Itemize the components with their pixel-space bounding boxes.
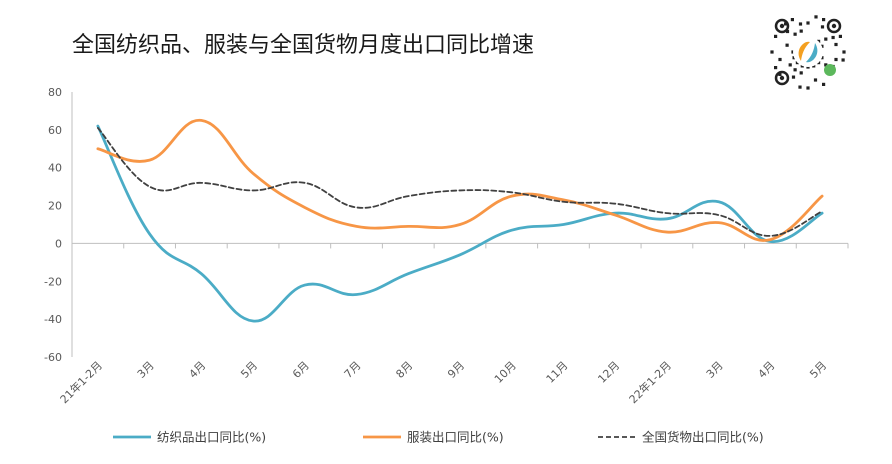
qr-dot [770, 50, 774, 54]
axes [71, 92, 848, 357]
qr-dot [791, 75, 796, 79]
qr-dot [778, 72, 782, 76]
y-tick-label: 40 [48, 162, 62, 175]
qr-dot [792, 56, 796, 60]
qr-dot [820, 25, 825, 29]
qr-finder-dot [779, 23, 785, 29]
x-tick-label: 6月 [290, 359, 312, 381]
qr-dot [793, 68, 797, 72]
qr-finder [774, 70, 790, 86]
qr-dot [793, 32, 797, 36]
qr-dot [824, 37, 828, 41]
chart-title: 全国纺织品、服装与全国货物月度出口同比增速 [72, 33, 534, 58]
y-tick-label: -20 [44, 275, 62, 288]
qr-dot [824, 63, 828, 67]
qr-dot [841, 58, 845, 62]
x-tick-label: 11月 [544, 359, 571, 386]
series-group [96, 118, 824, 323]
x-tick-label: 8月 [393, 359, 415, 381]
x-tick-label: 10月 [492, 359, 519, 386]
qr-dot [834, 57, 838, 62]
qr-finder [774, 18, 790, 34]
y-tick-label: -40 [44, 313, 62, 326]
qr-badge [824, 64, 836, 76]
x-tick-label: 4月 [756, 359, 778, 381]
y-tick-label: 60 [48, 124, 62, 137]
qr-dot [820, 44, 824, 48]
x-tick-label: 5月 [807, 359, 829, 381]
textile-export-line [96, 124, 824, 323]
legend-label: 全国货物出口同比(%) [642, 430, 764, 445]
apparel-export-line [96, 118, 824, 242]
qr-finder [826, 18, 842, 34]
qr-dot [784, 22, 788, 26]
qr-dot [831, 35, 835, 40]
qr-dot [806, 21, 810, 25]
x-tick-label: 21年1-2月 [57, 358, 105, 406]
qr-dot [790, 18, 794, 22]
qr-dot [778, 57, 782, 62]
qr-dot [788, 63, 792, 67]
legend-label: 纺织品出口同比(%) [157, 430, 266, 445]
x-tick-label: 4月 [187, 359, 209, 381]
x-tick-label: 3月 [704, 359, 726, 381]
x-tick-label: 22年1-2月 [626, 358, 674, 406]
qr-finder-dot [779, 75, 785, 81]
qr-dot [785, 43, 789, 47]
qr-dot [798, 85, 802, 89]
total-export-line [96, 127, 824, 237]
qr-dot [834, 42, 838, 47]
y-axis-ticks: 80 60 40 20 0 -20 -40 -60 [44, 86, 62, 364]
legend-label: 服装出口同比(%) [407, 430, 504, 445]
y-tick-label: -60 [44, 351, 62, 364]
y-tick-label: 80 [48, 86, 62, 99]
qr-logo-leaf-orange [798, 41, 810, 61]
x-tick-label: 5月 [238, 359, 260, 381]
qr-dot [785, 29, 790, 34]
qr-dot [820, 56, 824, 60]
qr-logo-leaf-blue [806, 43, 818, 63]
qr-dot [814, 15, 818, 19]
x-axis-ticks: 21年1-2月 3月 4月 5月 6月 7月 8月 9月 10月 11月 12月 22年1-2月 3月 4… [57, 243, 849, 406]
x-tick-label: 7月 [342, 359, 364, 381]
legend: 纺织品出口同比(%) 服装出口同比(%) 全国货物出口同比(%) [113, 430, 764, 445]
qr-dot [774, 66, 778, 70]
qr-logo-bg [793, 37, 823, 67]
qr-dot [800, 64, 804, 68]
y-tick-label: 20 [48, 200, 62, 213]
y-tick-label: 0 [55, 237, 62, 250]
x-tick-label: 9月 [445, 359, 467, 381]
x-tick-label: 3月 [135, 359, 157, 381]
qr-dot [799, 29, 803, 33]
qr-dot [799, 71, 803, 75]
qr-dot [812, 64, 816, 68]
qr-dot [798, 22, 803, 26]
x-tick-label: 12月 [595, 359, 622, 386]
qr-dot [774, 34, 778, 38]
qr-finder-dot [831, 23, 837, 29]
qr-dot [822, 18, 826, 22]
qr-dot [806, 86, 810, 90]
qr-code-icon [770, 15, 846, 90]
qr-dot [822, 82, 826, 86]
qr-dot [813, 78, 818, 82]
qr-dot [838, 34, 842, 38]
qr-dot [842, 50, 846, 54]
